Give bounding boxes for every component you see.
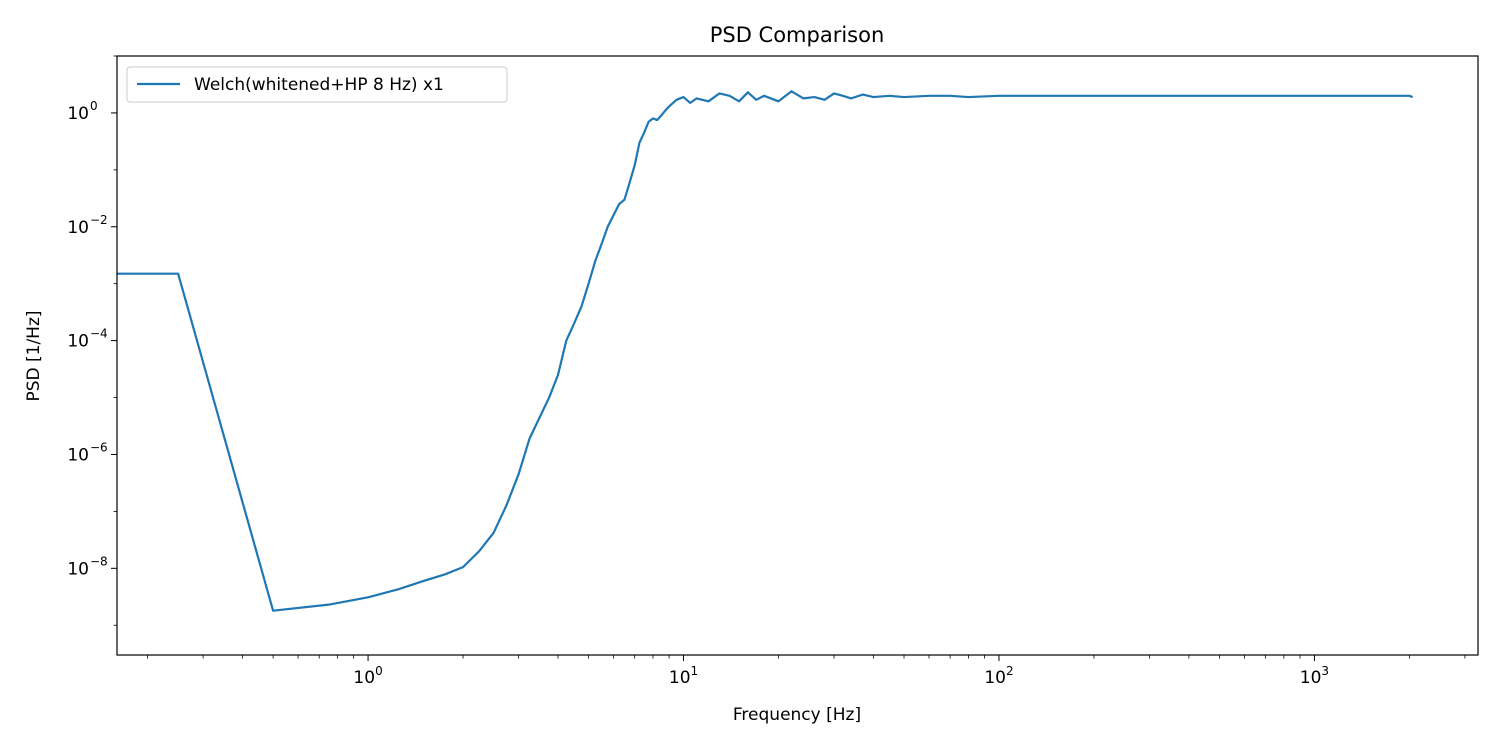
legend-label: Welch(whitened+HP 8 Hz) x1 (194, 75, 444, 95)
y-tick-label: 10 (67, 218, 89, 238)
legend: Welch(whitened+HP 8 Hz) x1 (126, 66, 508, 103)
plot-area (117, 90, 1414, 612)
y-tick-label: 10 (67, 445, 89, 465)
series-line-0 (117, 90, 1414, 612)
x-tick-label: 103 (1300, 664, 1329, 688)
y-tick-label: 10 (67, 559, 89, 579)
y-tick-exponent: −4 (90, 327, 108, 341)
y-tick-exponent: −6 (90, 440, 108, 454)
x-axis-label: Frequency [Hz] (733, 705, 861, 725)
y-tick-exponent: −2 (90, 213, 108, 227)
y-tick-label: 10 (67, 332, 89, 352)
y-tick-exponent: −8 (90, 554, 108, 568)
y-axis-label: PSD [1/Hz] (24, 310, 44, 401)
x-tick-label: 102 (984, 664, 1013, 688)
plot-frame (116, 55, 1479, 656)
chart-title: PSD Comparison (710, 23, 885, 47)
y-tick-exponent: 0 (90, 99, 98, 113)
legend-box (126, 66, 508, 103)
y-tick-label: 10 (67, 104, 89, 124)
x-tick-label: 100 (353, 664, 382, 688)
x-tick-label: 101 (669, 664, 698, 688)
